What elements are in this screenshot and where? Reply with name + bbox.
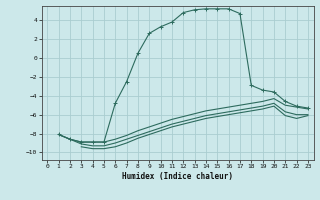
X-axis label: Humidex (Indice chaleur): Humidex (Indice chaleur) xyxy=(122,172,233,181)
